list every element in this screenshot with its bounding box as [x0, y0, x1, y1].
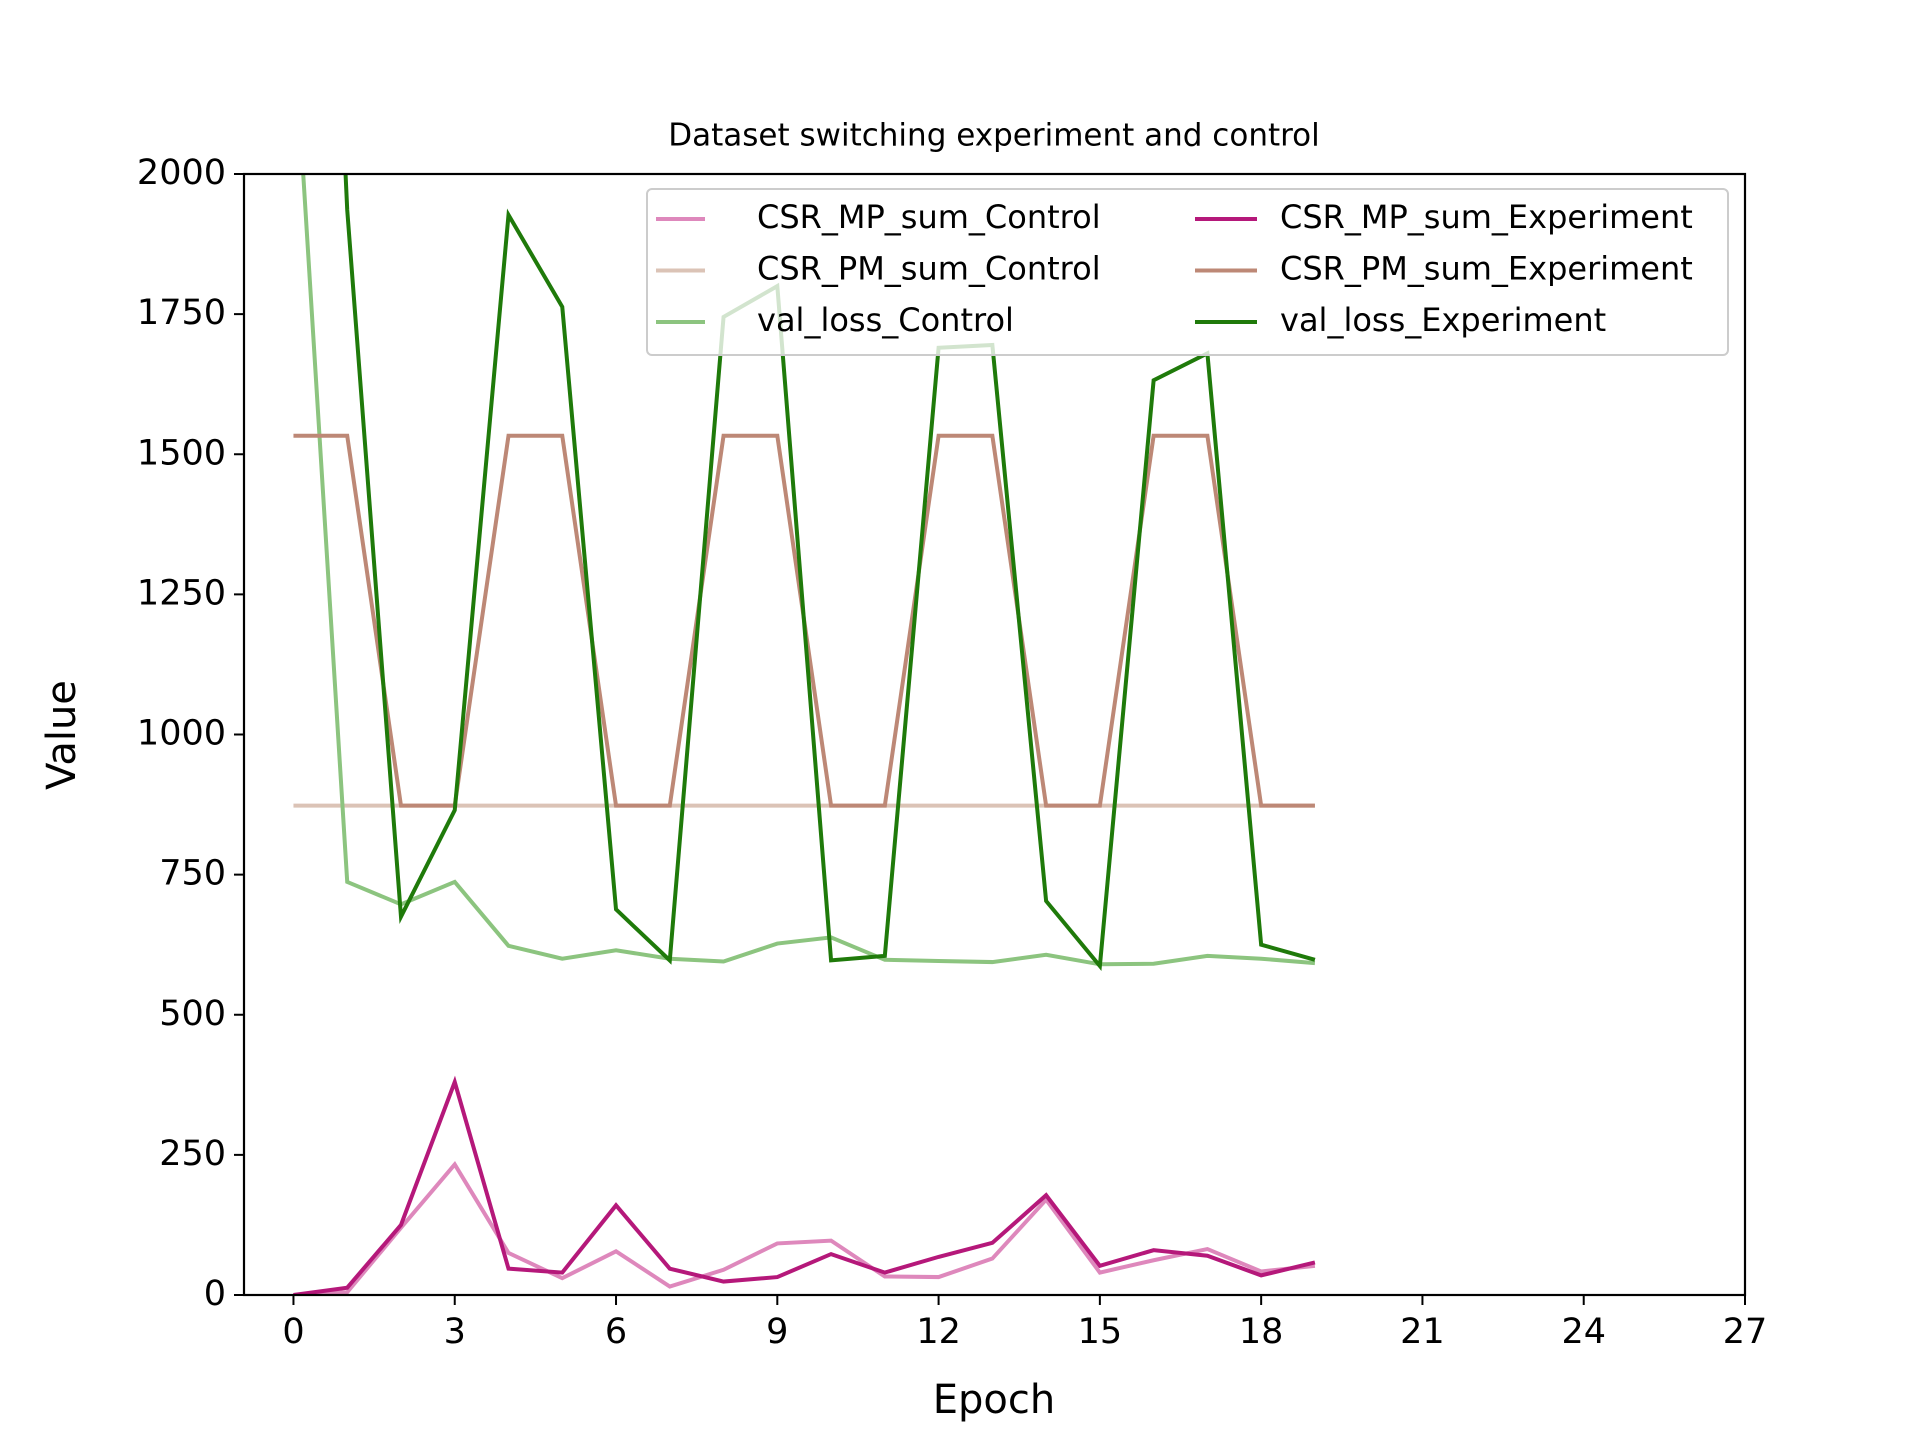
x-tick-label: 3	[444, 1312, 466, 1352]
series-line	[293, 1075, 1316, 1295]
y-tick-label: 1250	[137, 573, 226, 613]
x-tick-label: 9	[766, 1312, 788, 1352]
plot-area	[293, 174, 1316, 1295]
y-tick-label: 1500	[137, 433, 226, 473]
chart-title: Dataset switching experiment and control	[668, 118, 1320, 154]
y-tick-label: 750	[159, 854, 226, 894]
legend-label: CSR_MP_sum_Control	[757, 198, 1101, 236]
x-axis-label: Epoch	[933, 1377, 1055, 1423]
x-tick-label: 0	[282, 1312, 304, 1352]
y-tick-label: 500	[159, 994, 226, 1034]
x-tick-label: 24	[1561, 1312, 1606, 1352]
y-tick-label: 250	[159, 1134, 226, 1174]
series-line	[301, 174, 1316, 967]
legend-label: CSR_PM_sum_Control	[757, 250, 1101, 288]
x-tick-label: 21	[1400, 1312, 1445, 1352]
y-tick-label: 2000	[137, 153, 226, 193]
legend-label: CSR_PM_sum_Experiment	[1280, 250, 1693, 288]
series-line	[343, 174, 1316, 972]
legend-label: val_loss_Control	[757, 301, 1014, 339]
x-tick-label: 6	[605, 1312, 627, 1352]
series-line	[293, 1160, 1316, 1295]
x-tick-label: 27	[1723, 1312, 1768, 1352]
y-tick-label: 0	[204, 1274, 226, 1314]
x-tick-label: 12	[916, 1312, 961, 1352]
y-tick-label: 1000	[137, 714, 226, 754]
x-tick-label: 15	[1078, 1312, 1123, 1352]
x-tick-label: 18	[1239, 1312, 1284, 1352]
y-tick-label: 1750	[137, 293, 226, 333]
y-axis-label: Value	[39, 680, 85, 790]
legend-box	[646, 188, 1729, 356]
legend-label: CSR_MP_sum_Experiment	[1280, 198, 1693, 236]
legend-label: val_loss_Experiment	[1280, 301, 1606, 339]
